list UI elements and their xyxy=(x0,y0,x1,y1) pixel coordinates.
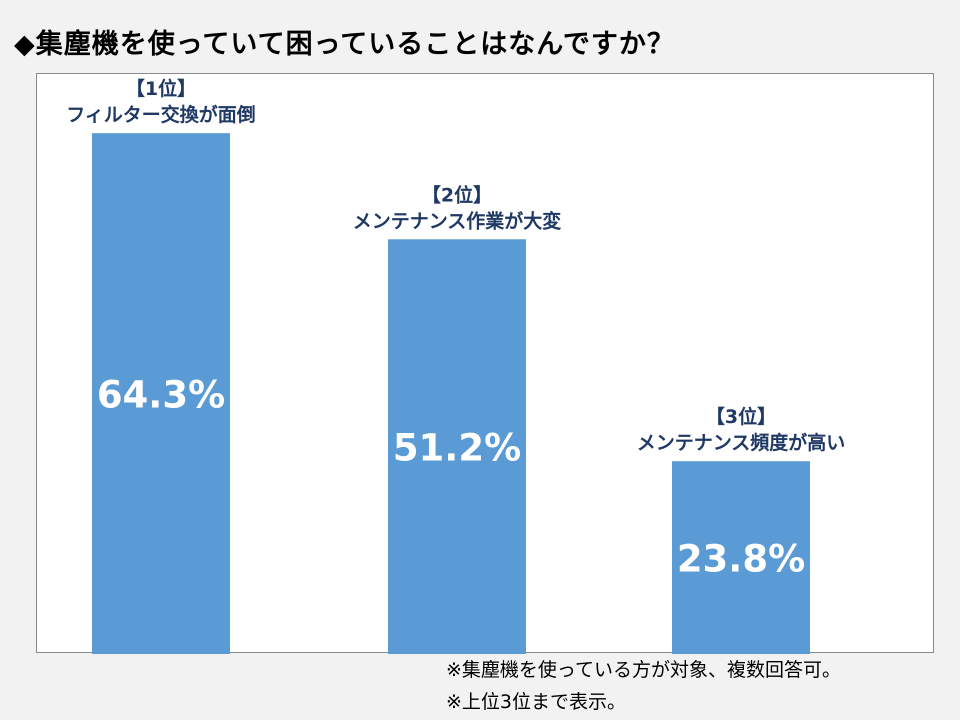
category-label-3: メンテナンス頻度が高い xyxy=(637,431,846,454)
bar-1 xyxy=(92,133,230,654)
category-label-1: フィルター交換が面倒 xyxy=(66,103,256,126)
plot-area: 64.3% 【1位】フィルター交換が面倒 51.2% 【2位】メンテナンス作業が大変 2… xyxy=(36,73,934,654)
value-label-2: 51.2% xyxy=(393,427,521,470)
footnotes: ※集塵機を使っている方が対象、複数回答可。 ※上位3位まで表示。 xyxy=(446,654,841,718)
chart-title: ◆集塵機を使っていて困っていることはなんですか？ xyxy=(14,29,675,60)
value-label-3: 23.8% xyxy=(677,538,805,581)
footnote-target: ※集塵機を使っている方が対象、複数回答可。 xyxy=(446,659,841,681)
footnote-top3: ※上位3位まで表示。 xyxy=(446,691,627,713)
rank-label-3: 【3位】 xyxy=(706,405,776,428)
bar-2 xyxy=(388,239,526,654)
rank-label-1: 【1位】 xyxy=(126,77,196,100)
bar-chart: 64.3% 【1位】フィルター交換が面倒 51.2% 【2位】メンテナンス作業が大変 2… xyxy=(66,77,846,654)
category-label-2: メンテナンス作業が大変 xyxy=(353,209,562,232)
rank-label-2: 【2位】 xyxy=(422,183,492,206)
bar-3 xyxy=(672,461,810,654)
value-label-1: 64.3% xyxy=(97,374,225,417)
